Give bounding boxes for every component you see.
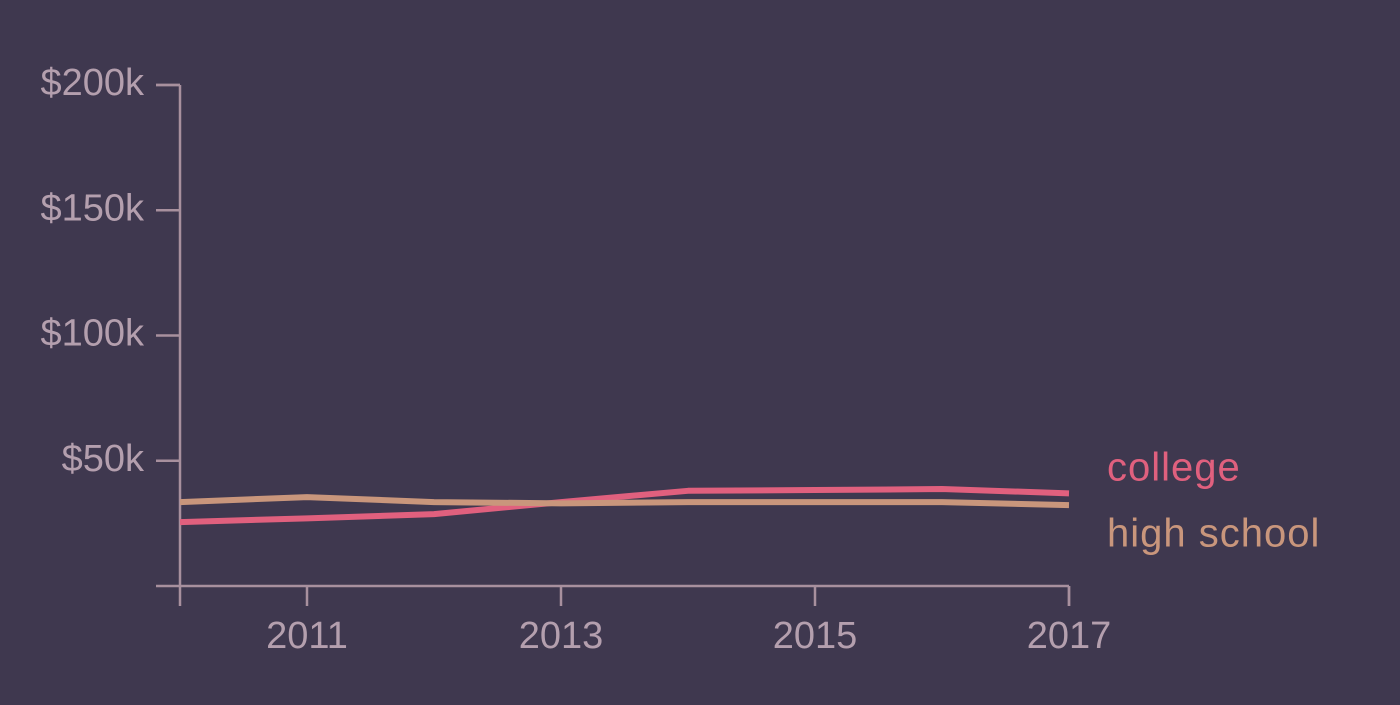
y-tick-label: $50k (62, 438, 145, 480)
x-tick-label: 2013 (519, 615, 604, 657)
x-tick-label: 2017 (1027, 615, 1112, 657)
y-tick-label: $200k (40, 62, 145, 104)
line (179, 494, 1070, 509)
legend-label: college (1107, 446, 1241, 490)
legend-label: high school (1107, 512, 1320, 556)
y-tick-label: $100k (40, 313, 145, 355)
line (179, 486, 1070, 526)
y-tick-label: $150k (40, 187, 145, 229)
x-tick-label: 2015 (773, 615, 858, 657)
x-tick-label: 2011 (266, 615, 348, 657)
